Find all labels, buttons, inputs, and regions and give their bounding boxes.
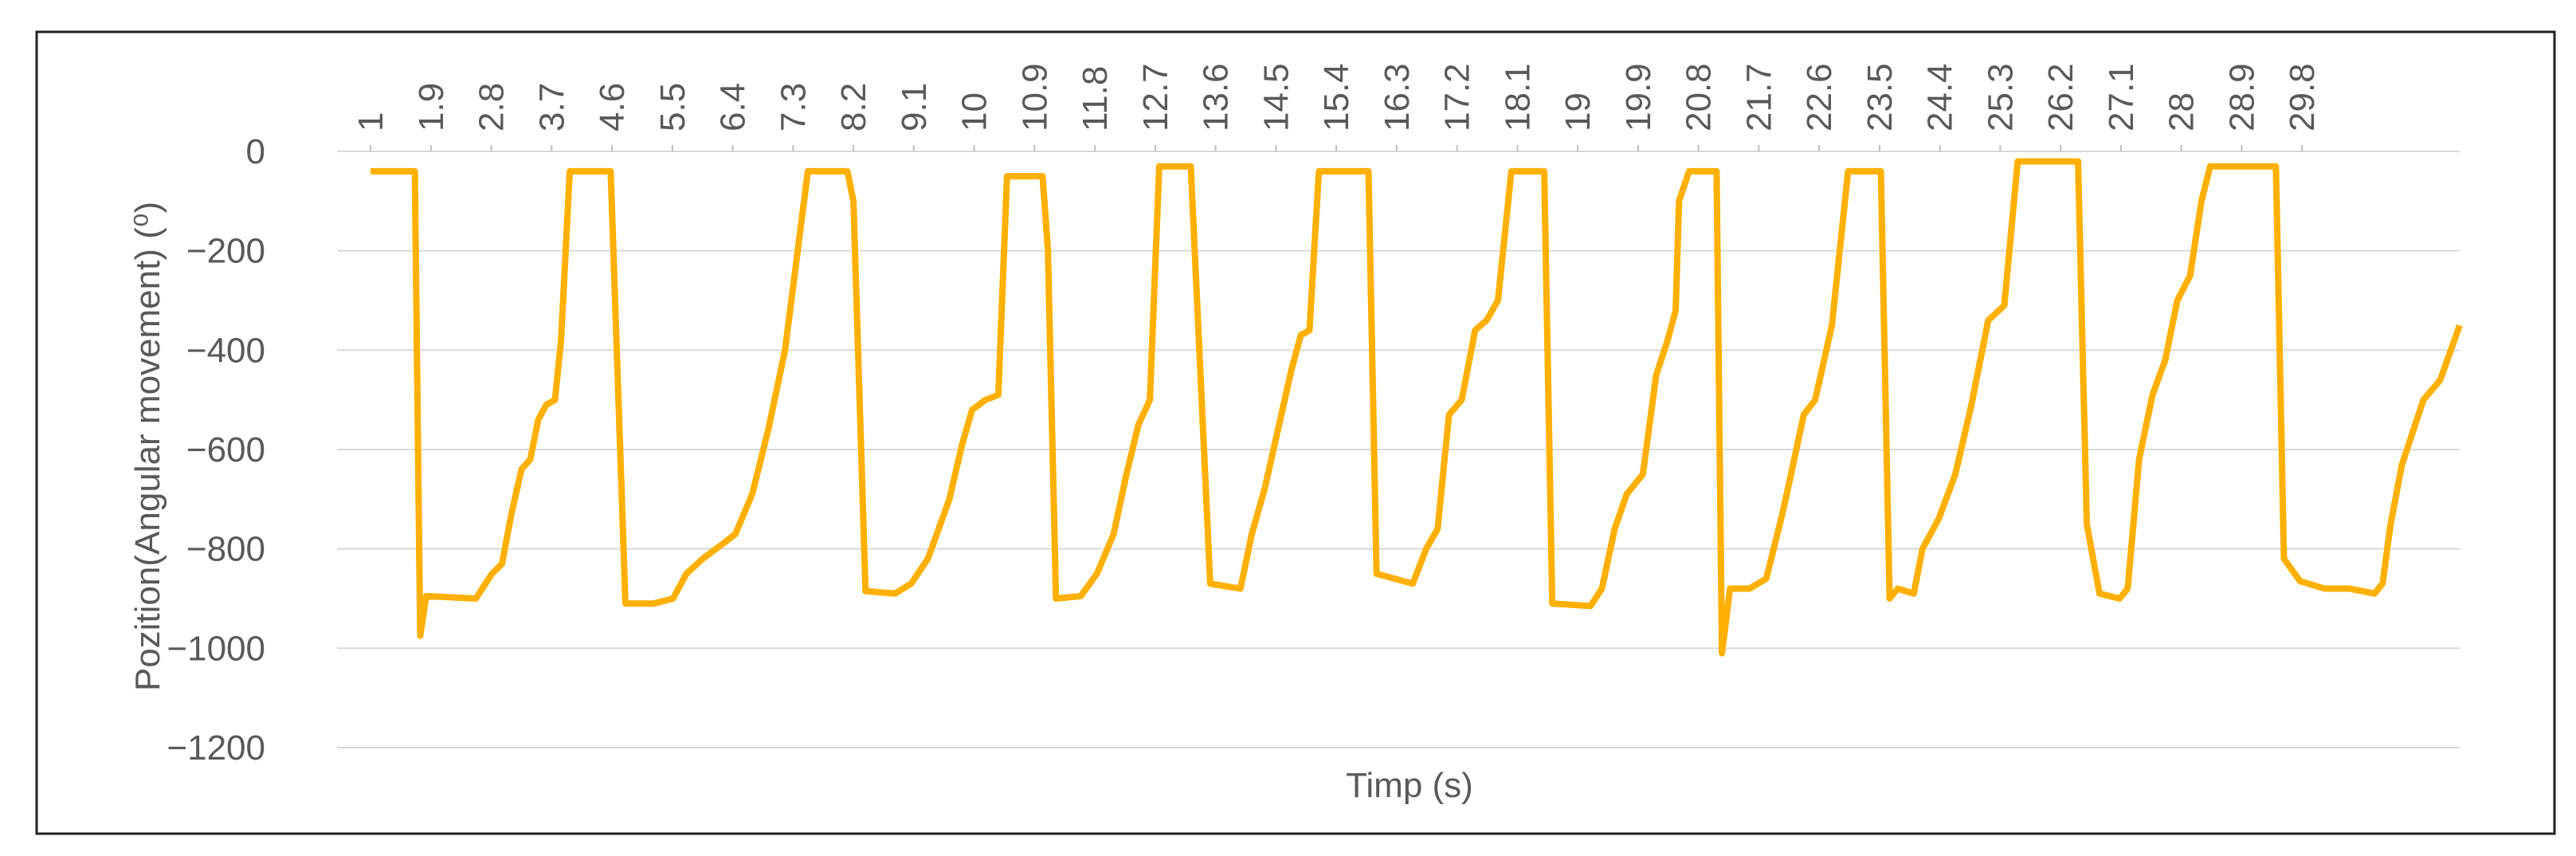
data-line bbox=[371, 158, 2463, 657]
y-tick-label: −1200 bbox=[167, 728, 265, 768]
x-tick-label: 23.5 bbox=[1860, 63, 1900, 132]
x-tick-label: 19 bbox=[1559, 92, 1598, 132]
x-tick-label: 25.3 bbox=[1981, 63, 2020, 132]
x-tick-label: 3.7 bbox=[532, 83, 571, 132]
x-tick-label: 18.1 bbox=[1498, 63, 1537, 132]
x-tick-label: 10 bbox=[955, 92, 994, 132]
x-tick-label: 28 bbox=[2162, 92, 2202, 132]
y-tick-label: −400 bbox=[186, 331, 265, 370]
x-tick-label: 1.9 bbox=[412, 83, 451, 132]
y-tick-label: 0 bbox=[246, 132, 265, 171]
x-tick-label: 28.9 bbox=[2222, 63, 2261, 132]
x-tick-label: 12.7 bbox=[1136, 63, 1175, 132]
x-tick-label: 2.8 bbox=[472, 83, 512, 132]
x-tick-label: 13.6 bbox=[1197, 63, 1236, 132]
x-tick-label: 19.9 bbox=[1619, 63, 1658, 132]
x-tick-label: 11.8 bbox=[1076, 66, 1115, 132]
x-tick-label: 10.9 bbox=[1015, 63, 1054, 132]
x-tick-label: 7.3 bbox=[774, 83, 813, 132]
x-tick-label: 17.2 bbox=[1438, 63, 1477, 132]
y-tick-label: −200 bbox=[186, 232, 265, 271]
x-tick-label: 20.8 bbox=[1680, 63, 1719, 132]
x-tick-label: 15.4 bbox=[1317, 63, 1356, 132]
x-tick-label: 24.4 bbox=[1921, 63, 1960, 132]
chart-frame bbox=[35, 30, 2556, 835]
x-tick-label: 22.6 bbox=[1800, 63, 1839, 132]
x-tick-label: 21.7 bbox=[1739, 63, 1778, 132]
y-tick-label: −600 bbox=[186, 430, 265, 469]
x-tick-label: 8.2 bbox=[834, 83, 873, 132]
x-tick-label: 6.4 bbox=[714, 83, 753, 132]
x-tick-label: 14.5 bbox=[1257, 63, 1296, 132]
x-tick-label: 5.5 bbox=[653, 83, 692, 132]
y-tick-label: −1000 bbox=[167, 629, 265, 668]
x-tick-label: 27.1 bbox=[2102, 63, 2141, 132]
y-tick-label: −800 bbox=[186, 530, 265, 569]
x-tick-label: 1 bbox=[351, 112, 390, 132]
x-tick-label: 4.6 bbox=[593, 83, 632, 132]
x-tick-label: 29.8 bbox=[2283, 63, 2322, 132]
x-axis-title: Timp (s) bbox=[1346, 766, 1473, 805]
x-tick-label: 16.3 bbox=[1378, 63, 1417, 132]
y-axis-title: Pozition(Angular movement) (⁰) bbox=[128, 202, 167, 691]
x-tick-label: 26.2 bbox=[2041, 63, 2080, 132]
x-tick-label: 9.1 bbox=[895, 83, 934, 132]
